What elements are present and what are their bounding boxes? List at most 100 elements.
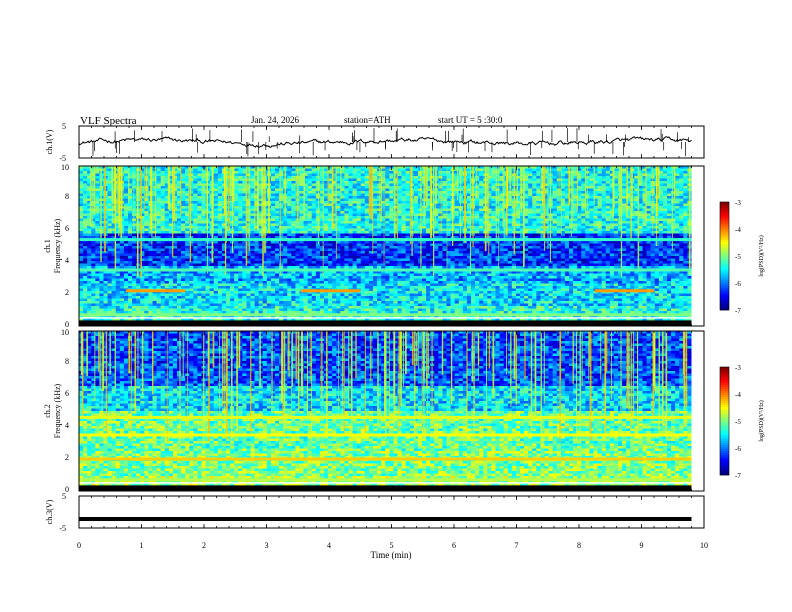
spectrogram-cell <box>613 216 619 219</box>
spectrogram-cell <box>589 236 594 239</box>
spectrogram-cell <box>524 216 529 219</box>
spectrogram-cell <box>132 178 137 182</box>
spectrogram-cell <box>287 166 292 169</box>
spectrogram-cell <box>307 201 313 204</box>
spectrogram-cell <box>119 226 125 229</box>
spectrogram-cell <box>560 226 566 229</box>
spectrogram-cell <box>217 178 223 182</box>
spectrogram-cell <box>279 198 284 202</box>
spectrogram-cell <box>389 196 394 199</box>
spectrogram-cell <box>332 176 337 179</box>
spectrogram-cell <box>487 198 492 202</box>
spectrogram-cell <box>360 228 366 232</box>
spectrogram-cell <box>491 241 496 244</box>
spectrogram-cell <box>552 186 558 189</box>
spectrogram-cell <box>503 241 509 244</box>
spectrogram-cell <box>291 203 296 207</box>
spectrogram-cell <box>332 166 337 169</box>
spectrogram-cell <box>258 186 264 189</box>
spectrogram-cell <box>597 228 602 232</box>
spectrogram-cell <box>577 228 582 232</box>
spectrogram-cell <box>520 206 525 209</box>
spectrogram-cell <box>593 183 598 187</box>
spectrogram-cell <box>303 181 308 184</box>
spectrogram-cell <box>442 178 447 182</box>
spectrogram-cell <box>283 241 288 244</box>
spectrogram-cell <box>589 213 594 217</box>
spectrogram-cell <box>152 211 157 214</box>
spectrogram-cell <box>401 201 406 204</box>
spectrogram-cell <box>605 231 611 234</box>
spectrogram-cell <box>593 186 598 189</box>
spectrogram-cell <box>83 181 88 184</box>
spectrogram-cell <box>605 173 611 177</box>
spectrogram-cell <box>426 196 431 199</box>
spectrogram-cell <box>613 223 619 227</box>
spectrogram-cell <box>675 231 680 234</box>
spectrogram-cell <box>368 236 374 239</box>
spectrogram-cell <box>626 176 631 179</box>
spectrogram-cell <box>164 168 170 172</box>
spectrogram-cell <box>242 173 247 177</box>
spectrogram-cell <box>573 233 578 237</box>
spectrogram-cell <box>303 201 308 204</box>
spectrogram-cell <box>287 196 292 199</box>
spectrogram-cell <box>544 173 549 177</box>
spectrogram-cell <box>189 181 194 184</box>
spectrogram-cell <box>132 181 137 184</box>
spectrogram-cell <box>393 236 398 239</box>
spectrogram-cell <box>360 168 366 172</box>
spectrogram-cell <box>564 213 570 217</box>
spectrogram-cell <box>552 193 558 197</box>
spectrogram-cell <box>156 213 161 217</box>
date-label: Jan. 24, 2026 <box>251 115 299 125</box>
spectrogram-cell <box>385 178 390 182</box>
spectrogram-cell <box>520 201 525 204</box>
spectrogram-cell <box>626 213 631 217</box>
spectrogram-cell <box>368 246 374 249</box>
spectrogram-cell <box>662 183 668 187</box>
spectrogram-cell <box>185 206 190 209</box>
spectrogram-cell <box>299 216 304 219</box>
spectrogram-cell <box>417 173 423 177</box>
spectrogram-cell <box>152 198 157 202</box>
spectrogram-cell <box>344 216 349 219</box>
spectrogram-cell <box>679 171 684 174</box>
spectrogram-cell <box>91 211 96 214</box>
spectrogram-cell <box>507 236 513 239</box>
spectrogram-cell <box>397 171 402 174</box>
spectrogram-cell <box>426 213 431 217</box>
spectrogram-cell <box>536 173 541 177</box>
spectrogram-cell <box>160 211 166 214</box>
spectrogram-cell <box>662 198 668 202</box>
spectrogram-cell <box>540 221 545 224</box>
spectrogram-cell <box>426 226 431 229</box>
spectrogram-cell <box>642 226 647 229</box>
spectrogram-cell <box>140 223 145 227</box>
spectrogram-cell <box>181 228 186 232</box>
spectrogram-cell <box>307 173 313 177</box>
spectrogram-cell <box>283 221 288 224</box>
spectrogram-cell <box>475 206 480 209</box>
spectrogram-cell <box>642 241 647 244</box>
spectrogram-cell <box>303 191 308 194</box>
spectrogram-cell <box>589 171 594 174</box>
spectrogram-cell <box>556 216 562 219</box>
spectrogram-cell <box>193 168 198 172</box>
spectrogram-cell <box>683 218 688 222</box>
spectrogram-cell <box>560 201 566 204</box>
spectrogram-cell <box>479 203 484 207</box>
spectrogram-cell <box>381 206 386 209</box>
spectrogram-cell <box>234 223 239 227</box>
spectrogram-cell <box>658 216 664 219</box>
spectrogram-cell <box>221 233 227 237</box>
spectrogram-cell <box>532 181 537 184</box>
spectrogram-cell <box>597 221 602 224</box>
spectrogram-cell <box>536 236 541 239</box>
spectrogram-cell <box>295 228 300 232</box>
spectrogram-cell <box>634 191 639 194</box>
spectrogram-cell <box>221 213 227 217</box>
spectrogram-cell <box>373 201 378 204</box>
spectrogram-cell <box>123 241 129 244</box>
spectrogram-cell <box>667 231 672 234</box>
